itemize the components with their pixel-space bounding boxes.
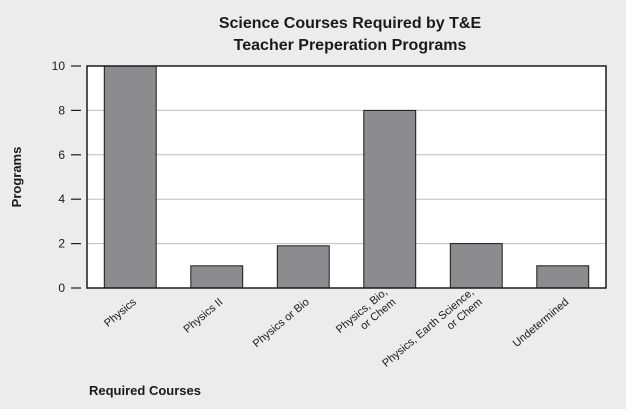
y-tick-label-4: 4 xyxy=(58,192,65,206)
x-category-1: Physics xyxy=(102,296,139,330)
x-axis-categories: Physics Physics II Physics or Bio Physics, … xyxy=(102,286,572,369)
x-category-label: Physics II xyxy=(182,296,226,335)
x-category-5: Physics, Earth Science,or Chem xyxy=(380,286,485,369)
y-tick-label-0: 0 xyxy=(58,281,65,295)
x-category-label: Physics, Earth Science, xyxy=(380,286,476,369)
bar-5 xyxy=(449,243,503,289)
bar-6 xyxy=(536,265,590,289)
y-tick-label-2: 2 xyxy=(58,237,65,251)
x-category-6: Undetermined xyxy=(511,296,572,350)
x-category-label: Physics or Bio xyxy=(251,296,312,350)
x-category-3: Physics or Bio xyxy=(251,296,312,350)
chart-title-line-2: Teacher Preperation Programs xyxy=(234,37,467,54)
x-category-2: Physics II xyxy=(182,296,226,335)
y-tick-label-10: 10 xyxy=(52,59,66,73)
y-tick-label-6: 6 xyxy=(58,148,65,162)
bar-4 xyxy=(363,109,417,289)
x-axis-label: Required Courses xyxy=(89,383,201,398)
chart-title-line-1: Science Courses Required by T&E xyxy=(219,15,482,32)
plot-frame xyxy=(86,65,607,289)
bar-1 xyxy=(103,65,157,289)
bars xyxy=(103,65,590,289)
y-axis-ticks: 0 2 4 6 8 10 xyxy=(52,59,81,295)
x-category-label: Physics xyxy=(102,296,139,330)
x-category-label: Undetermined xyxy=(511,296,572,350)
y-tick-label-8: 8 xyxy=(58,103,65,117)
x-category-4: Physics, Bio,or Chem xyxy=(334,286,398,336)
gridlines xyxy=(87,109,606,245)
bar-3 xyxy=(276,245,330,289)
y-axis-label: Programs xyxy=(9,147,24,208)
bar-2 xyxy=(190,265,244,289)
plot-area xyxy=(87,66,606,288)
